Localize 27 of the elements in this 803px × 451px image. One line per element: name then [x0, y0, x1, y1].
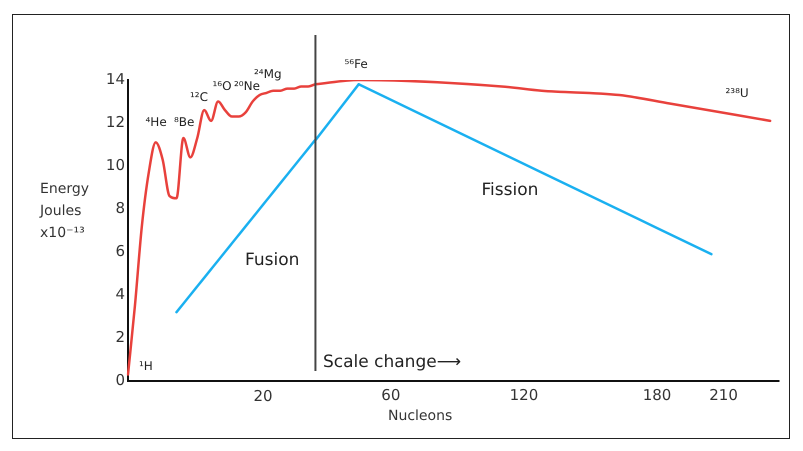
x-tick-label: 210: [709, 386, 738, 404]
y-tick-label: 0: [115, 370, 125, 389]
annotation: ⁸Be: [174, 115, 194, 129]
y-tick-label: 4: [115, 284, 125, 303]
annotation: ²⁴Mg: [254, 67, 282, 81]
y-tick-label: 6: [115, 242, 125, 260]
text: 20: [254, 386, 273, 404]
annotation: ¹²C: [190, 90, 208, 104]
annotation: ²⁰Ne: [234, 79, 260, 93]
x-axis-title: Nucleons: [388, 408, 452, 424]
annotation: ¹⁶O: [212, 79, 232, 93]
y-axis-title: Energy Joules x10⁻¹³: [40, 180, 90, 243]
annotation: ⁴He: [146, 115, 167, 129]
annotation: Fission: [482, 180, 538, 200]
x-tick-label: 60: [381, 386, 400, 404]
x-tick-label: 120: [510, 386, 538, 404]
annotation: ¹H: [139, 359, 153, 373]
y-tick-label: 14: [106, 70, 125, 88]
x-tick-label: 180: [642, 386, 672, 404]
y-tick-label: 2: [115, 328, 125, 346]
text: ⁵⁶Fe: [344, 57, 368, 71]
annotation: Scale change⟶: [323, 352, 462, 372]
y-tick-label: 10: [106, 156, 125, 174]
y-tick-label: 12: [106, 112, 125, 131]
annotation: Fusion: [245, 250, 300, 270]
y-tick-label: 8: [115, 198, 125, 217]
annotation: ²³⁸U: [726, 86, 749, 100]
